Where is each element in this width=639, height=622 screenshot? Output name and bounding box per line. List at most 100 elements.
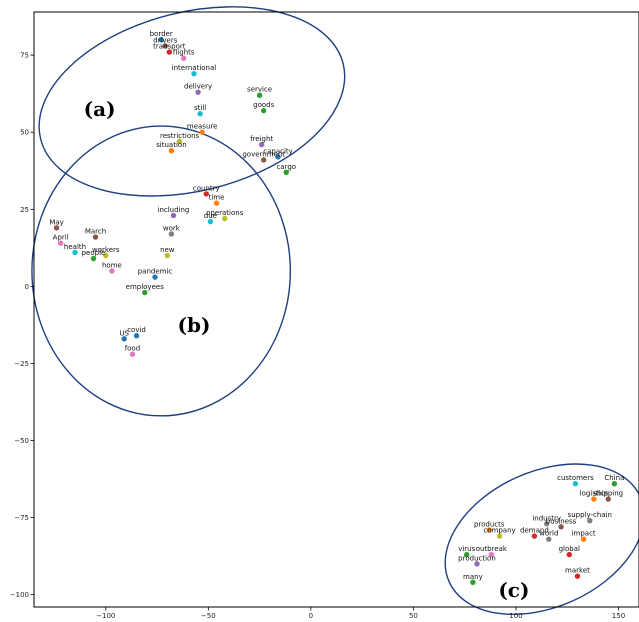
data-point: [133, 333, 140, 339]
point-label: employees: [126, 283, 165, 291]
cluster-ellipse: [31, 125, 292, 417]
point-label: March: [85, 228, 106, 236]
x-tick-label: 0: [309, 612, 313, 618]
point-label: people: [82, 249, 106, 257]
data-point: [531, 533, 538, 539]
point-label: pandemic: [138, 268, 173, 276]
point-label: customers: [557, 474, 594, 482]
data-point: [260, 157, 267, 163]
cluster-annotation: (c): [498, 578, 529, 602]
data-point: [142, 289, 148, 296]
point-label: freight: [250, 135, 273, 143]
point-label: food: [125, 345, 140, 353]
point-label: situation: [156, 141, 186, 149]
point-label: company: [483, 527, 515, 535]
point-label: border: [150, 30, 173, 38]
x-tick-label: 100: [509, 612, 522, 618]
x-tick-label: −100: [96, 612, 115, 618]
point-label: global: [559, 545, 580, 553]
point-label: drivers: [153, 36, 178, 44]
scatter-points: [53, 37, 618, 586]
data-point: [544, 521, 550, 527]
data-point: [170, 212, 177, 219]
point-label: measure: [187, 123, 218, 131]
data-point: [53, 225, 60, 231]
point-label: work: [163, 224, 181, 232]
point-label: due: [204, 212, 217, 220]
point-label: operations: [206, 209, 244, 217]
point-label: business: [546, 517, 577, 525]
data-point: [464, 551, 470, 558]
point-label: production: [458, 554, 496, 562]
point-label: government: [242, 150, 285, 158]
x-tick-label: −50: [201, 612, 216, 618]
point-label: health: [64, 243, 86, 251]
point-label: delivery: [184, 83, 212, 91]
data-point: [121, 336, 127, 342]
y-tick-label: 75: [20, 52, 29, 60]
data-point: [566, 551, 572, 558]
point-label: May: [49, 218, 63, 226]
data-point: [486, 527, 492, 533]
data-point: [57, 240, 64, 246]
y-tick-label: −50: [14, 437, 29, 445]
cluster-annotation: (b): [178, 313, 211, 337]
data-point: [572, 480, 579, 487]
point-label: still: [194, 104, 206, 112]
point-label: many: [463, 573, 483, 581]
data-point: [488, 551, 495, 558]
point-label: international: [172, 64, 217, 72]
data-point: [103, 252, 109, 259]
point-label: flights: [173, 49, 195, 57]
point-label: covid: [127, 326, 146, 334]
point-label: world: [539, 530, 558, 538]
point-label: market: [565, 567, 590, 575]
y-tick-label: −100: [10, 591, 29, 599]
data-point: [164, 252, 171, 259]
x-tick-label: 50: [409, 612, 418, 618]
data-point: [152, 274, 158, 280]
cluster-ellipse: [444, 463, 639, 616]
point-label: supply-chain: [568, 511, 612, 519]
data-point: [176, 138, 183, 145]
data-point: [168, 148, 175, 154]
data-point: [546, 536, 552, 542]
data-point: [129, 351, 136, 357]
point-label: demand: [520, 527, 549, 535]
point-label: shipping: [593, 490, 623, 498]
data-point: [162, 43, 168, 49]
cluster-ellipse: [38, 6, 346, 197]
y-tick-label: −75: [14, 514, 29, 522]
point-label: new: [160, 246, 175, 254]
data-point: [591, 496, 597, 502]
data-point: [558, 524, 564, 530]
data-point: [256, 92, 263, 98]
point-label: cargo: [276, 163, 296, 171]
point-label: products: [474, 520, 505, 528]
point-label: home: [102, 261, 122, 269]
data-point: [587, 517, 593, 524]
data-point: [207, 218, 214, 225]
cluster-ellipses: [31, 6, 639, 616]
data-point: [496, 533, 503, 539]
point-label: capacity: [263, 147, 293, 155]
data-point: [168, 231, 175, 237]
point-label: impact: [572, 530, 596, 538]
data-point: [275, 154, 281, 160]
y-tick-label: −25: [14, 360, 29, 368]
data-point: [191, 70, 197, 77]
data-point: [203, 191, 209, 197]
data-point: [181, 55, 187, 61]
data-point: [195, 89, 201, 95]
data-point: [260, 107, 267, 114]
data-point: [470, 579, 476, 586]
y-tick-label: 25: [20, 206, 29, 214]
data-point: [283, 169, 289, 176]
cluster-annotation: (a): [84, 97, 116, 121]
data-point: [166, 49, 173, 55]
data-point: [611, 480, 618, 487]
data-point: [72, 249, 78, 256]
